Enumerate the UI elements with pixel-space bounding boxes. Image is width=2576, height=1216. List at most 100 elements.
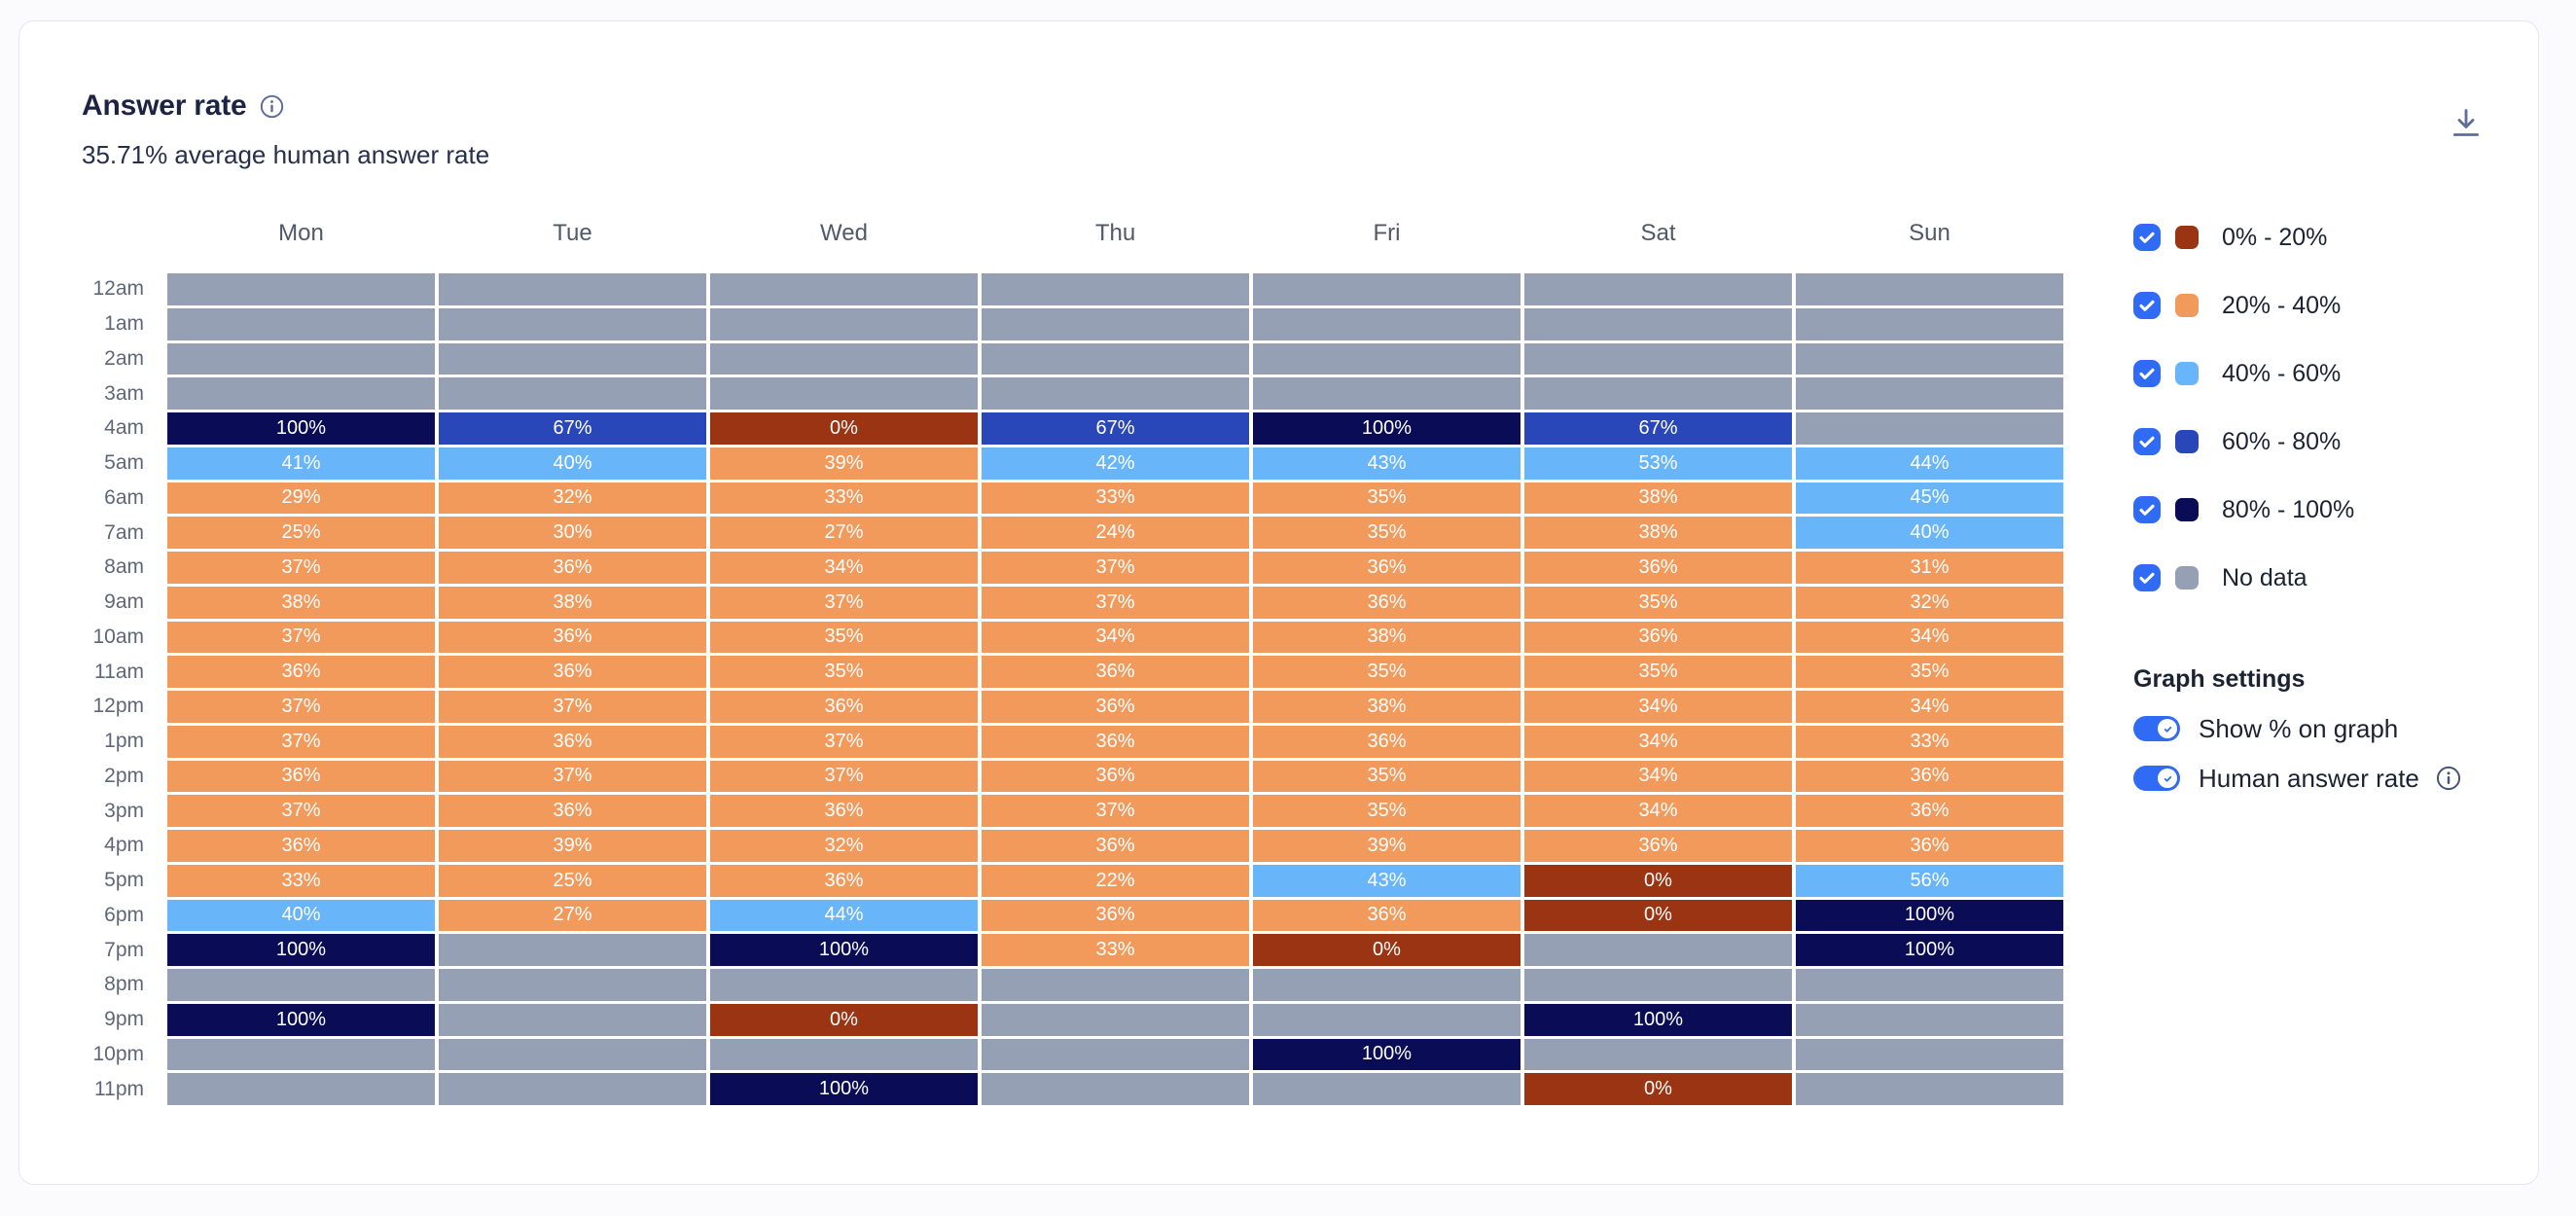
cell-mon-1pm[interactable]: 37%: [167, 725, 435, 758]
cell-sun-9pm[interactable]: [1796, 1003, 2063, 1036]
cell-sat-11am[interactable]: 35%: [1524, 656, 1792, 688]
cell-wed-6pm[interactable]: 44%: [710, 899, 978, 932]
cell-tue-12am[interactable]: [439, 273, 706, 305]
cell-thu-5pm[interactable]: 22%: [982, 864, 1249, 897]
cell-wed-4pm[interactable]: 32%: [710, 830, 978, 862]
cell-thu-11pm[interactable]: [982, 1073, 1249, 1105]
cell-fri-5pm[interactable]: 43%: [1253, 864, 1521, 897]
toggle-human-answer-rate[interactable]: [2133, 766, 2180, 791]
cell-wed-11pm[interactable]: 100%: [710, 1073, 978, 1105]
cell-thu-2pm[interactable]: 36%: [982, 760, 1249, 793]
cell-sun-11am[interactable]: 35%: [1796, 656, 2063, 688]
cell-fri-2pm[interactable]: 35%: [1253, 760, 1521, 793]
cell-tue-7pm[interactable]: [439, 934, 706, 966]
cell-sat-8pm[interactable]: [1524, 969, 1792, 1001]
cell-mon-7pm[interactable]: 100%: [167, 934, 435, 966]
cell-thu-6pm[interactable]: 36%: [982, 899, 1249, 932]
cell-tue-7am[interactable]: 30%: [439, 517, 706, 549]
cell-sat-3pm[interactable]: 34%: [1524, 795, 1792, 827]
cell-sun-10am[interactable]: 34%: [1796, 621, 2063, 654]
cell-mon-11am[interactable]: 36%: [167, 656, 435, 688]
toggle-show-on-graph[interactable]: [2133, 716, 2180, 741]
cell-thu-10pm[interactable]: [982, 1038, 1249, 1071]
cell-mon-7am[interactable]: 25%: [167, 517, 435, 549]
cell-sun-4pm[interactable]: 36%: [1796, 830, 2063, 862]
cell-thu-1am[interactable]: [982, 307, 1249, 340]
legend-checkbox-no-data[interactable]: [2133, 564, 2161, 591]
cell-tue-2pm[interactable]: 37%: [439, 760, 706, 793]
cell-sat-6am[interactable]: 38%: [1524, 482, 1792, 515]
cell-sat-7pm[interactable]: [1524, 934, 1792, 966]
cell-sat-10am[interactable]: 36%: [1524, 621, 1792, 654]
cell-thu-9am[interactable]: 37%: [982, 586, 1249, 619]
cell-wed-4am[interactable]: 0%: [710, 412, 978, 445]
cell-fri-3pm[interactable]: 35%: [1253, 795, 1521, 827]
cell-sat-5pm[interactable]: 0%: [1524, 864, 1792, 897]
cell-tue-10am[interactable]: 36%: [439, 621, 706, 654]
cell-wed-5am[interactable]: 39%: [710, 447, 978, 480]
cell-sun-9am[interactable]: 32%: [1796, 586, 2063, 619]
cell-fri-10pm[interactable]: 100%: [1253, 1038, 1521, 1071]
cell-wed-3pm[interactable]: 36%: [710, 795, 978, 827]
cell-mon-3pm[interactable]: 37%: [167, 795, 435, 827]
cell-wed-1pm[interactable]: 37%: [710, 725, 978, 758]
cell-tue-9am[interactable]: 38%: [439, 586, 706, 619]
cell-sun-2pm[interactable]: 36%: [1796, 760, 2063, 793]
legend-checkbox-0-20[interactable]: [2133, 224, 2161, 251]
cell-fri-3am[interactable]: [1253, 377, 1521, 410]
cell-sat-6pm[interactable]: 0%: [1524, 899, 1792, 932]
cell-fri-4am[interactable]: 100%: [1253, 412, 1521, 445]
cell-mon-11pm[interactable]: [167, 1073, 435, 1105]
cell-tue-9pm[interactable]: [439, 1003, 706, 1036]
cell-thu-1pm[interactable]: 36%: [982, 725, 1249, 758]
cell-mon-1am[interactable]: [167, 307, 435, 340]
legend-checkbox-60-80[interactable]: [2133, 428, 2161, 455]
cell-sat-1am[interactable]: [1524, 307, 1792, 340]
cell-sat-9am[interactable]: 35%: [1524, 586, 1792, 619]
cell-sun-3pm[interactable]: 36%: [1796, 795, 2063, 827]
cell-fri-12pm[interactable]: 38%: [1253, 691, 1521, 723]
cell-fri-9am[interactable]: 36%: [1253, 586, 1521, 619]
cell-fri-8am[interactable]: 36%: [1253, 552, 1521, 584]
download-button[interactable]: [2447, 103, 2486, 142]
cell-tue-1am[interactable]: [439, 307, 706, 340]
cell-tue-5am[interactable]: 40%: [439, 447, 706, 480]
cell-sat-12pm[interactable]: 34%: [1524, 691, 1792, 723]
cell-tue-6am[interactable]: 32%: [439, 482, 706, 515]
cell-sun-10pm[interactable]: [1796, 1038, 2063, 1071]
cell-mon-5pm[interactable]: 33%: [167, 864, 435, 897]
cell-wed-10pm[interactable]: [710, 1038, 978, 1071]
cell-thu-2am[interactable]: [982, 342, 1249, 376]
cell-fri-5am[interactable]: 43%: [1253, 447, 1521, 480]
cell-tue-8am[interactable]: 36%: [439, 552, 706, 584]
cell-wed-10am[interactable]: 35%: [710, 621, 978, 654]
cell-sun-11pm[interactable]: [1796, 1073, 2063, 1105]
cell-wed-3am[interactable]: [710, 377, 978, 410]
cell-tue-8pm[interactable]: [439, 969, 706, 1001]
cell-sat-4pm[interactable]: 36%: [1524, 830, 1792, 862]
cell-sun-1am[interactable]: [1796, 307, 2063, 340]
cell-thu-4am[interactable]: 67%: [982, 412, 1249, 445]
legend-checkbox-20-40[interactable]: [2133, 292, 2161, 319]
cell-fri-11am[interactable]: 35%: [1253, 656, 1521, 688]
cell-thu-4pm[interactable]: 36%: [982, 830, 1249, 862]
legend-checkbox-80-100[interactable]: [2133, 496, 2161, 523]
cell-fri-6am[interactable]: 35%: [1253, 482, 1521, 515]
cell-sat-10pm[interactable]: [1524, 1038, 1792, 1071]
cell-tue-5pm[interactable]: 25%: [439, 864, 706, 897]
cell-mon-10pm[interactable]: [167, 1038, 435, 1071]
cell-sun-2am[interactable]: [1796, 342, 2063, 376]
cell-sun-6am[interactable]: 45%: [1796, 482, 2063, 515]
cell-wed-7pm[interactable]: 100%: [710, 934, 978, 966]
cell-thu-12pm[interactable]: 36%: [982, 691, 1249, 723]
cell-wed-6am[interactable]: 33%: [710, 482, 978, 515]
info-icon[interactable]: [259, 93, 285, 120]
cell-sun-7pm[interactable]: 100%: [1796, 934, 2063, 966]
cell-tue-4am[interactable]: 67%: [439, 412, 706, 445]
cell-sun-8am[interactable]: 31%: [1796, 552, 2063, 584]
cell-wed-2am[interactable]: [710, 342, 978, 376]
cell-mon-9am[interactable]: 38%: [167, 586, 435, 619]
cell-sun-1pm[interactable]: 33%: [1796, 725, 2063, 758]
cell-sat-4am[interactable]: 67%: [1524, 412, 1792, 445]
cell-fri-12am[interactable]: [1253, 273, 1521, 305]
